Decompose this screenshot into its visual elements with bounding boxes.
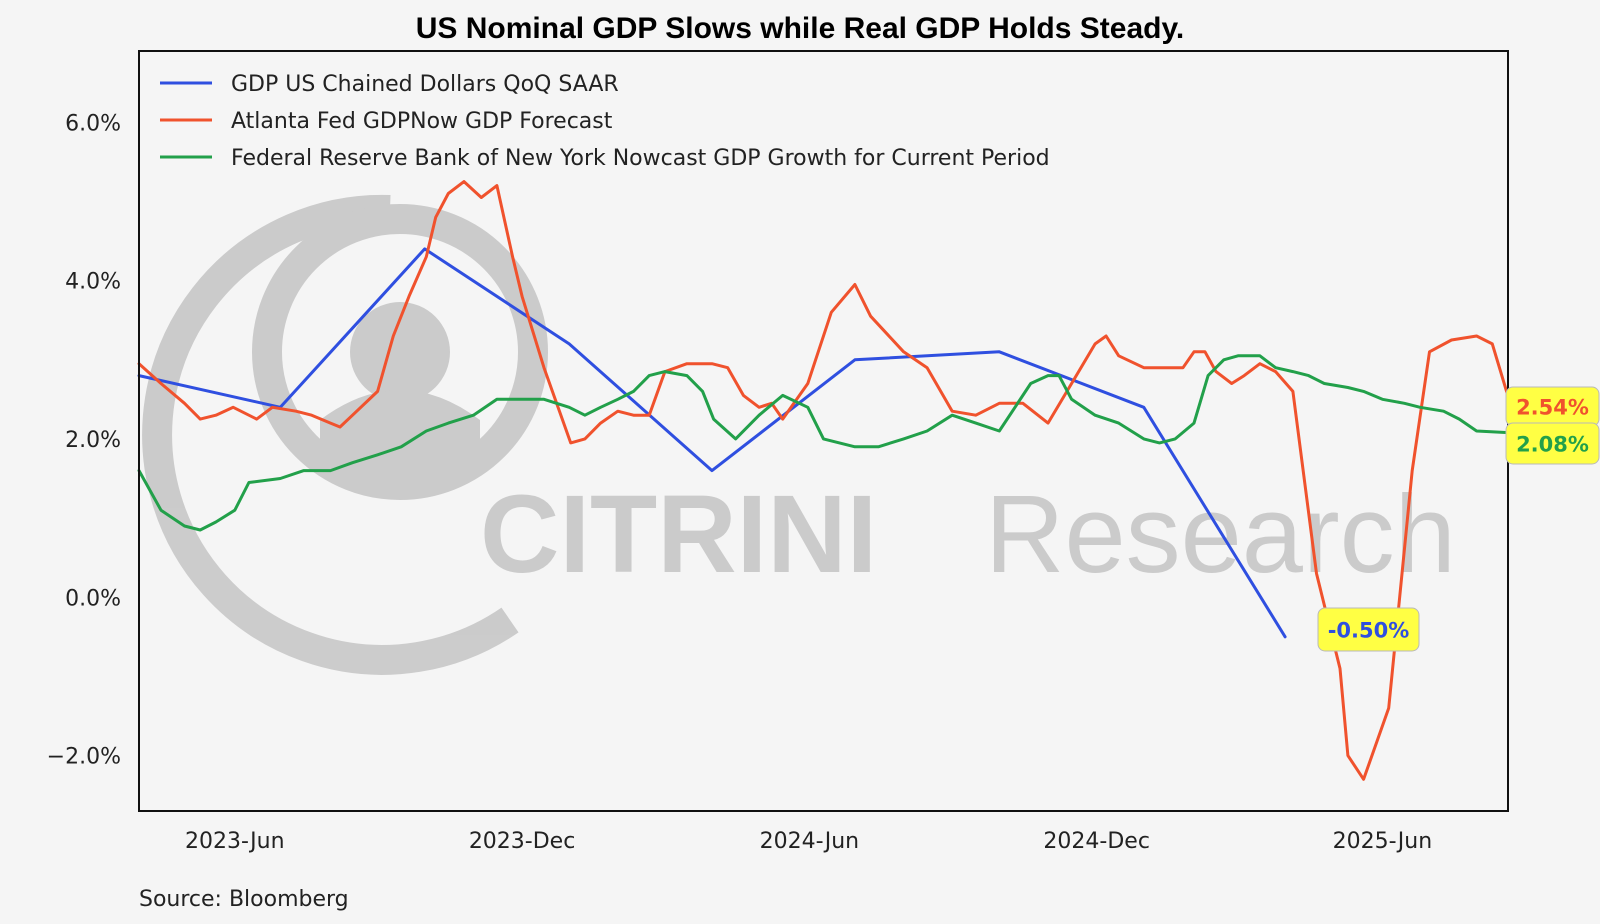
source-note: Source: Bloomberg bbox=[139, 887, 349, 912]
x-tick-label: 2023-Jun bbox=[185, 829, 285, 854]
series-line-atlanta bbox=[137, 180, 1510, 781]
y-tick-label: −2.0% bbox=[47, 745, 121, 770]
callout-label-atlanta: 2.54% bbox=[1516, 396, 1589, 420]
legend: GDP US Chained Dollars QoQ SAAR Atlanta F… bbox=[160, 72, 1050, 171]
legend-label-gdp: GDP US Chained Dollars QoQ SAAR bbox=[231, 72, 619, 97]
watermark-c-ring bbox=[142, 194, 519, 675]
legend-label-atlanta: Atlanta Fed GDPNow GDP Forecast bbox=[231, 109, 613, 134]
legend-label-nyfed: Federal Reserve Bank of New York Nowcast… bbox=[231, 146, 1050, 171]
x-tick-label: 2025-Jun bbox=[1333, 829, 1433, 854]
x-tick-label: 2024-Dec bbox=[1043, 829, 1150, 854]
x-tick-label: 2024-Jun bbox=[760, 829, 860, 854]
series-line-gdp bbox=[137, 247, 1287, 639]
callout-label-gdp: -0.50% bbox=[1328, 619, 1410, 643]
y-axis: −2.0% 0.0% 2.0% 4.0% 6.0% bbox=[47, 111, 121, 769]
y-tick-label: 2.0% bbox=[65, 428, 121, 453]
y-tick-label: 4.0% bbox=[65, 270, 121, 295]
watermark-inner-ring bbox=[252, 204, 548, 500]
chart-title: US Nominal GDP Slows while Real GDP Hold… bbox=[416, 12, 1185, 45]
y-tick-label: 6.0% bbox=[65, 111, 121, 136]
callouts: -0.50% 2.54% 2.08% bbox=[1317, 386, 1600, 652]
y-tick-label: 0.0% bbox=[65, 586, 121, 611]
watermark-bold: CITRINI bbox=[480, 473, 877, 596]
callout-box-nyfed bbox=[1505, 422, 1600, 465]
callout-label-nyfed: 2.08% bbox=[1516, 433, 1589, 457]
watermark-head bbox=[350, 302, 450, 402]
series-line-nyfed bbox=[137, 354, 1510, 532]
x-axis: 2023-Jun 2023-Dec 2024-Jun 2024-Dec 2025-Jun bbox=[185, 829, 1432, 854]
watermark: CITRINI Research bbox=[142, 194, 1456, 675]
watermark-shoulders bbox=[320, 390, 480, 470]
series-layer bbox=[137, 180, 1510, 781]
callout-box-gdp bbox=[1317, 607, 1420, 652]
x-tick-label: 2023-Dec bbox=[469, 829, 576, 854]
